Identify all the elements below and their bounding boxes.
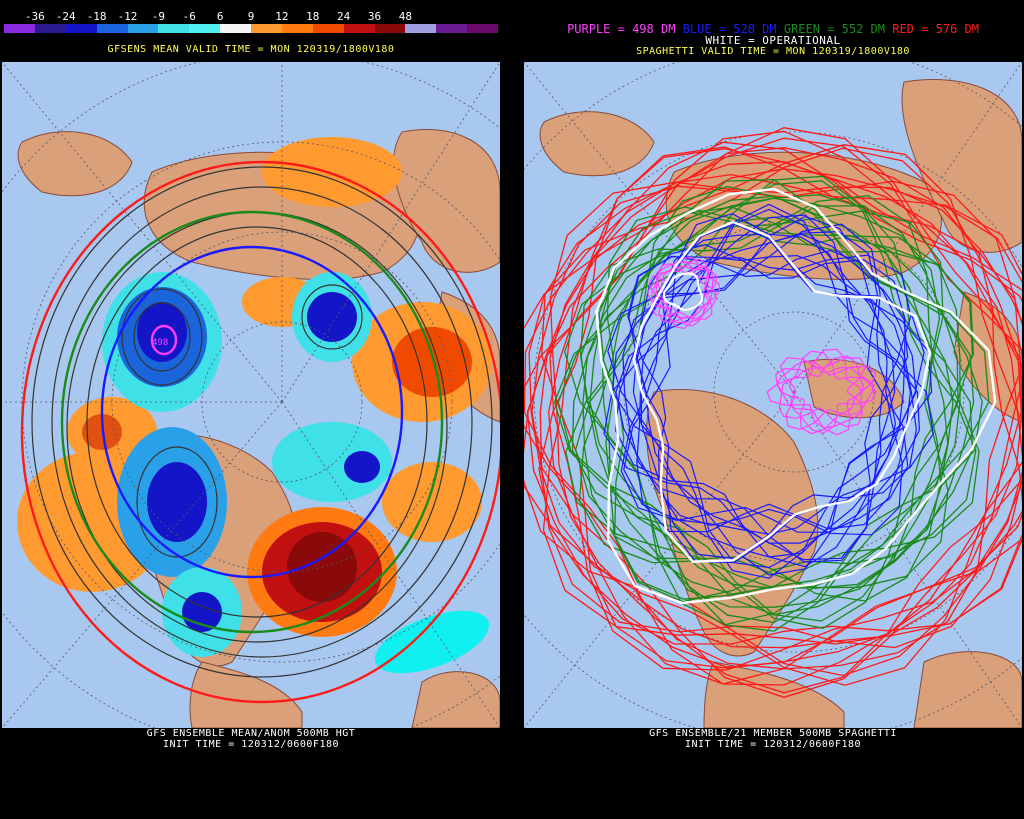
colorbar-swatch [251, 24, 282, 33]
blue-528dm-contour [615, 208, 903, 536]
white-operational-contour [632, 220, 931, 563]
colorbar-swatch [158, 24, 190, 33]
red-576dm-contour [528, 147, 1022, 686]
legend-green: GREEN = 552 DM [783, 22, 885, 36]
low-center-label: 498 [152, 338, 168, 348]
green-552dm-contour [580, 206, 974, 626]
legend-red: RED = 576 DM [892, 22, 979, 36]
colorbar-tick-label: -9 [151, 10, 165, 23]
spaghetti-footer-title: GFS ENSEMBLE/21 MEMBER 500MB SPAGHETTI [649, 728, 897, 739]
blue-528dm-contour [627, 254, 933, 558]
height-anomaly-shading [17, 137, 492, 674]
purple-498dm-contour [648, 265, 718, 324]
blue-528dm-contour [620, 214, 921, 533]
white-operational-contour [662, 272, 704, 312]
red-576dm-contour [547, 146, 1022, 685]
colorbar-swatch [34, 24, 66, 33]
spaghetti-valid-time-title: SPAGHETTI VALID TIME = MON 120319/1800V1… [636, 46, 910, 57]
anomaly-colorbar [4, 24, 498, 33]
colorbar-swatch [467, 24, 498, 33]
spaghetti-contours [524, 127, 1022, 698]
colorbar-tick-label: -36 [24, 10, 45, 23]
purple-498dm-contour [776, 360, 877, 435]
colorbar-swatch [220, 24, 251, 33]
colorbar-tick-label: -18 [86, 10, 107, 23]
ensemble-mean-map: 498 [2, 62, 500, 728]
colorbar-tick-label: 12 [275, 10, 289, 23]
blue-528dm-contour [622, 215, 896, 563]
mean-footer-init-time: INIT TIME = 120312/0600F180 [162, 739, 340, 750]
panel-divider [502, 0, 522, 819]
colorbar-swatch [189, 24, 221, 33]
colorbar-tick-label: -6 [182, 10, 196, 23]
colorbar-tick-label: -12 [117, 10, 138, 23]
purple-498dm-contour [766, 357, 867, 429]
blue-528dm-contour [607, 233, 909, 561]
ensemble-mean-panel: -36 -24 -18 -12 -9 -6 6 9 12 18 24 36 48 GFSENS MEAN… [0, 0, 502, 819]
colorbar-tick-label: 6 [216, 10, 224, 23]
colorbar-swatch [436, 24, 468, 33]
legend-purple: PURPLE = 498 DM [567, 22, 676, 36]
blue-528dm-contour [628, 249, 917, 576]
colorbar-swatch [312, 24, 344, 33]
operational-legend: WHITE = OPERATIONAL [705, 34, 841, 47]
colorbar-swatch [4, 24, 35, 33]
white-operational-contour [595, 187, 997, 605]
green-552dm-contour [565, 194, 977, 589]
red-576dm-contour [538, 148, 1022, 668]
spaghetti-map-graphic [524, 62, 1022, 728]
red-576dm-contour [524, 147, 1022, 649]
blue-528dm-contour [615, 223, 897, 568]
colorbar-swatch [281, 24, 313, 33]
green-552dm-contour [605, 206, 983, 624]
mean-valid-time-title: GFSENS MEAN VALID TIME = MON 120319/1800… [107, 44, 395, 55]
colorbar-swatch [96, 24, 128, 33]
key-contours [20, 160, 500, 704]
contour-legend: PURPLE = 498 DM BLUE = 528 DM GREEN = 55… [522, 22, 1024, 36]
colorbar-swatch [374, 24, 406, 33]
spaghetti-panel: PURPLE = 498 DM BLUE = 528 DM GREEN = 55… [522, 0, 1024, 819]
colorbar-tick-label: 24 [337, 10, 351, 23]
green-552dm-contour [557, 210, 944, 616]
ensemble-mean-map-graphic: 498 [2, 62, 500, 728]
red-576dm-contour [524, 173, 1022, 686]
map-graticule [2, 62, 500, 728]
colorbar-tick-label: 18 [306, 10, 320, 23]
colorbar-swatch [127, 24, 159, 33]
spaghetti-footer-init-time: INIT TIME = 120312/0600F180 [684, 739, 862, 750]
colorbar-swatch [65, 24, 97, 33]
purple-498dm-contour [646, 261, 713, 320]
red-576dm-contour [539, 127, 1022, 649]
colorbar-tick-labels: -36 -24 -18 -12 -9 -6 6 9 12 18 24 36 48 [0, 10, 502, 23]
green-552dm-contour [574, 185, 980, 595]
colorbar-tick-label: 48 [398, 10, 412, 23]
spaghetti-map [524, 62, 1022, 728]
red-576dm-contour [542, 137, 1022, 645]
colorbar-tick-label: 9 [247, 10, 255, 23]
colorbar-tick-label: 36 [367, 10, 382, 23]
purple-498dm-contour [779, 357, 877, 434]
colorbar-tick-label: -24 [55, 10, 76, 23]
green-552dm-contour [582, 175, 954, 602]
green-552dm-contour [578, 180, 974, 590]
colorbar-swatch [405, 24, 437, 33]
colorbar-swatch [343, 24, 375, 33]
legend-blue: BLUE = 528 DM [682, 22, 777, 36]
mean-footer-title: GFS ENSEMBLE MEAN/ANOM 500MB HGT [146, 728, 356, 739]
